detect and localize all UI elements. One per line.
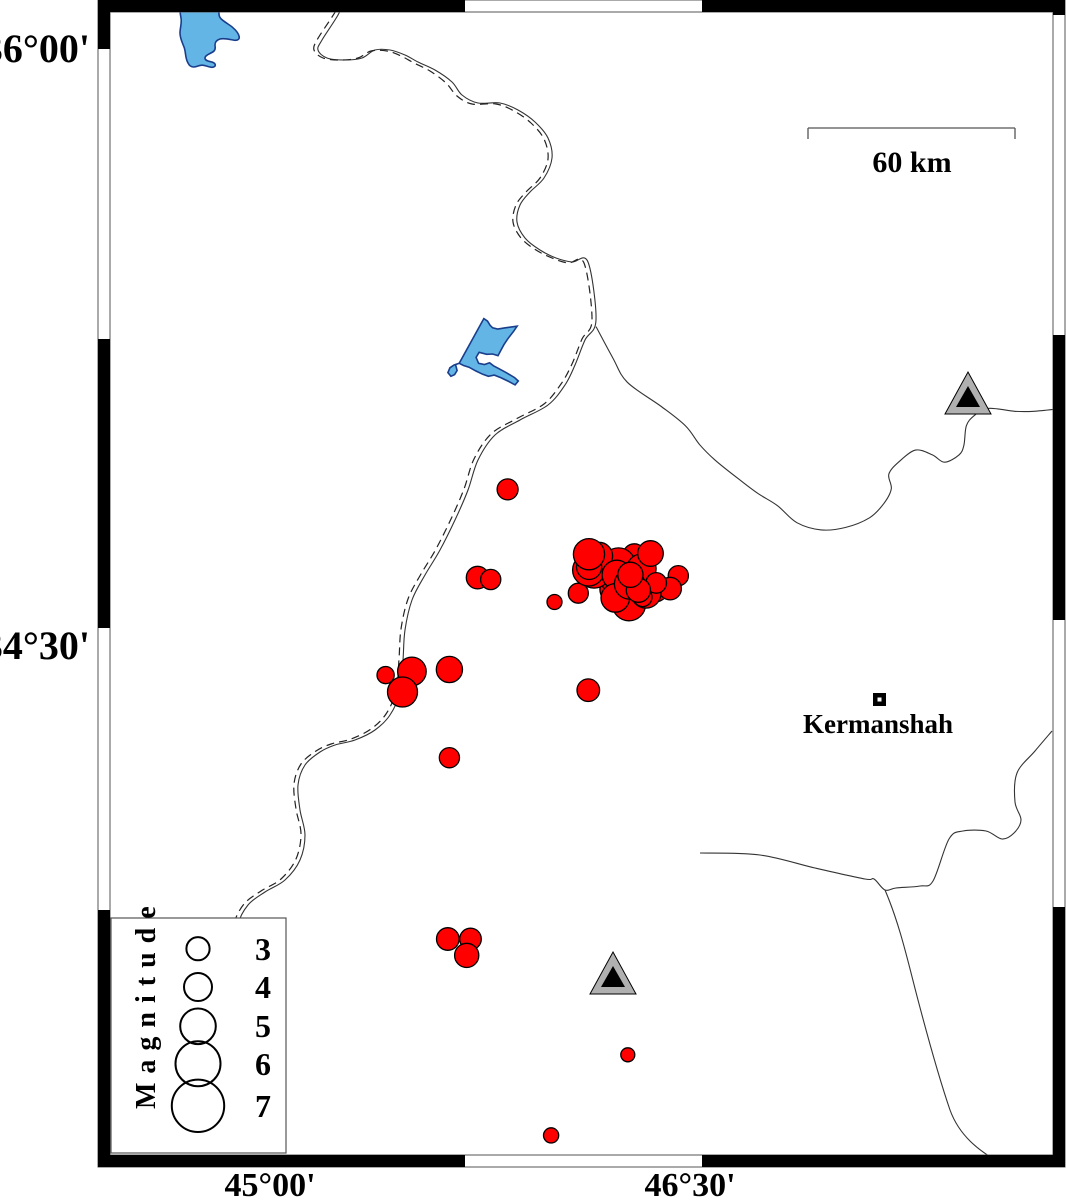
svg-text:6: 6 (255, 1046, 271, 1082)
svg-text:46°30': 46°30' (644, 1167, 735, 1203)
svg-text:Kermanshah: Kermanshah (803, 709, 953, 739)
svg-text:5: 5 (255, 1008, 271, 1044)
svg-text:34°30': 34°30' (0, 623, 90, 668)
svg-text:Magnitude: Magnitude (131, 897, 162, 1109)
svg-text:4: 4 (255, 969, 271, 1005)
svg-text:7: 7 (255, 1088, 271, 1124)
svg-text:3: 3 (255, 931, 271, 967)
svg-text:36°00': 36°00' (0, 26, 90, 71)
svg-text:60 km: 60 km (872, 146, 951, 179)
svg-text:45°00': 45°00' (224, 1167, 315, 1203)
